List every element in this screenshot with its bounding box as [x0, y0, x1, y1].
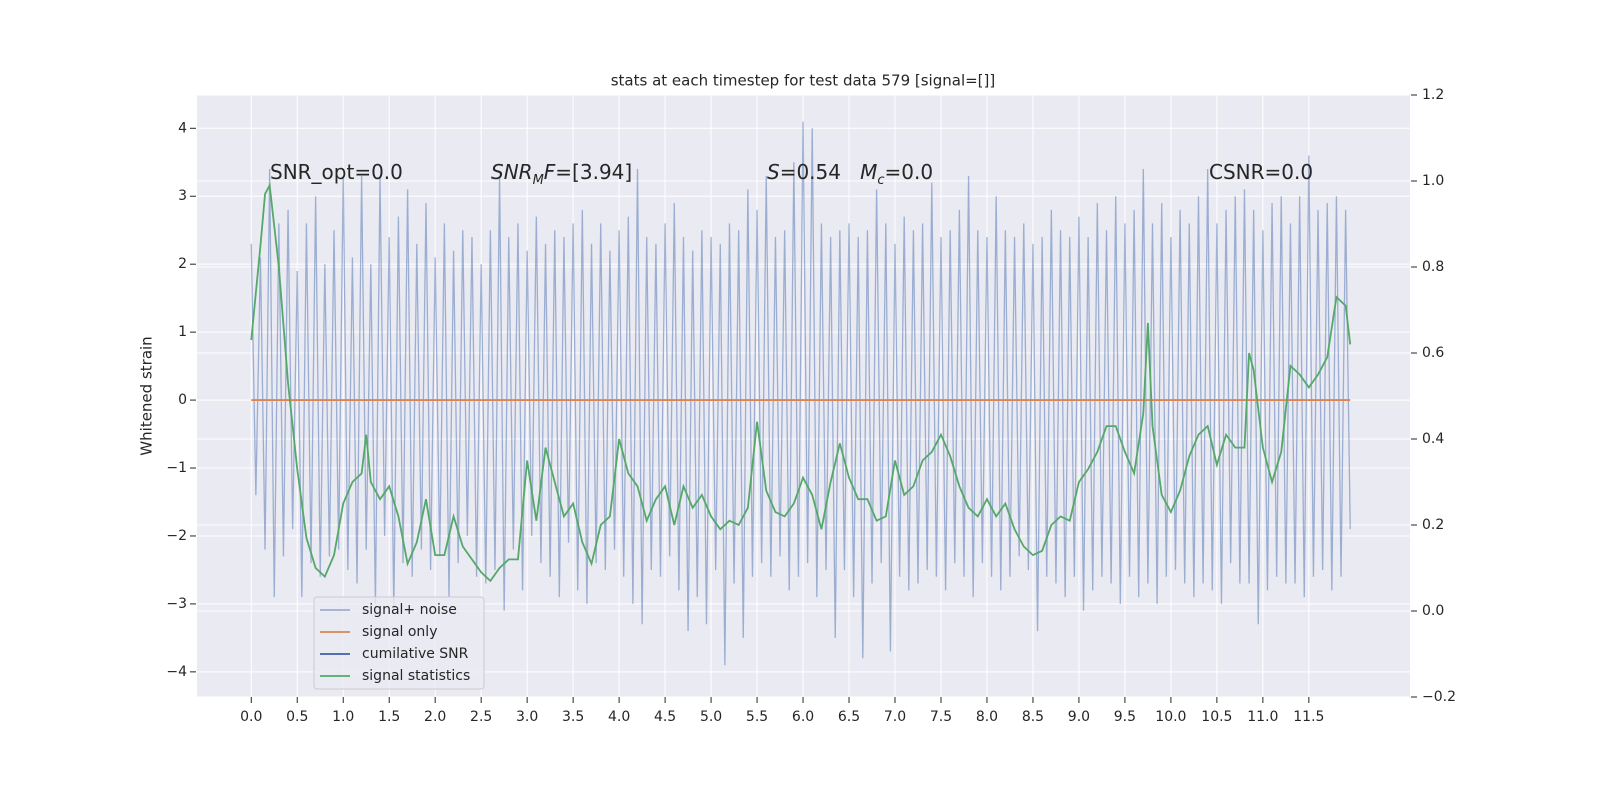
x-tick-label: 11.5 [1293, 709, 1324, 725]
y-tick-label: −4 [166, 664, 187, 680]
x-tick-label: 8.5 [1022, 709, 1044, 725]
y2-tick-label: −0.2 [1422, 689, 1456, 705]
y-tick-label: 1 [178, 324, 187, 340]
x-tick-label: 7.0 [884, 709, 906, 725]
x-tick-label: 11.0 [1247, 709, 1278, 725]
annotation-part: S [767, 160, 780, 184]
legend-label: signal statistics [362, 668, 470, 684]
x-tick-label: 7.5 [930, 709, 952, 725]
annotation: S=0.54 Mc=0.0 [767, 160, 933, 189]
y2-tick-label: 0.2 [1422, 517, 1444, 533]
y-tick-label: 0 [178, 392, 187, 408]
y-tick-label: −2 [166, 528, 187, 544]
annotation-part: =[3.94] [555, 160, 632, 184]
annotation: SNR_opt=0.0 [270, 160, 403, 184]
x-tick-label: 4.5 [654, 709, 676, 725]
y-tick-label: 2 [178, 256, 187, 272]
y-tick-label: −1 [166, 460, 187, 476]
annotation-part: =0.54 [780, 160, 860, 184]
y-axis-label: Whitened strain [138, 336, 156, 455]
annotation-part: SNR [491, 160, 533, 184]
annotation-part: CSNR=0.0 [1209, 160, 1313, 184]
legend-label: signal only [362, 624, 437, 640]
x-tick-label: 9.5 [1114, 709, 1136, 725]
overlay: 0.0 0.5 1.0 1.5 2.0 2.5 3.0 3.5 4.0 4.5 5.0 5.5 6.0 6… [166, 87, 1456, 725]
x-tick-label: 9.0 [1068, 709, 1090, 725]
x-tick-label: 5.0 [700, 709, 722, 725]
x-tick-label: 8.0 [976, 709, 998, 725]
chart-title: stats at each timestep for test data 579… [611, 72, 996, 90]
x-tick-label: 10.5 [1201, 709, 1232, 725]
legend-label: cumilative SNR [362, 646, 469, 662]
x-tick-label: 0.0 [240, 709, 262, 725]
legend [313, 596, 485, 690]
x-tick-label: 4.0 [608, 709, 630, 725]
legend-label: signal+ noise [362, 602, 457, 618]
annotation-part: SNR_opt=0.0 [270, 160, 403, 184]
annotation-part: F [544, 160, 556, 184]
x-tick-label: 5.5 [746, 709, 768, 725]
x-tick-label: 6.5 [838, 709, 860, 725]
marks [250, 121, 1352, 666]
y2-tick-label: 0.6 [1422, 345, 1444, 361]
y2-tick-label: 1.2 [1422, 87, 1444, 103]
annotation-part: c [877, 173, 884, 188]
series-line [250, 121, 1351, 666]
x-tick-label: 3.5 [562, 709, 584, 725]
x-tick-label: 10.0 [1155, 709, 1186, 725]
y-tick-label: −3 [166, 596, 187, 612]
x-tick-label: 1.5 [378, 709, 400, 725]
series-line [250, 182, 1352, 583]
annotation: CSNR=0.0 [1209, 160, 1313, 184]
annotation-part: =0.0 [885, 160, 934, 184]
x-tick-label: 1.0 [332, 709, 354, 725]
y-tick-label: 3 [178, 188, 187, 204]
y2-tick-label: 0.8 [1422, 259, 1444, 275]
y-tick-label: 4 [178, 120, 187, 136]
y2-tick-label: 0.4 [1422, 431, 1444, 447]
x-tick-label: 2.0 [424, 709, 446, 725]
annotation-part: M [533, 173, 544, 188]
x-tick-label: 2.5 [470, 709, 492, 725]
y2-tick-label: 1.0 [1422, 173, 1444, 189]
x-tick-label: 0.5 [286, 709, 308, 725]
annotation-part: M [860, 160, 877, 184]
x-tick-label: 6.0 [792, 709, 814, 725]
x-tick-label: 3.0 [516, 709, 538, 725]
y2-tick-label: 0.0 [1422, 603, 1444, 619]
annotation: SNRMF=[3.94] [491, 160, 632, 189]
